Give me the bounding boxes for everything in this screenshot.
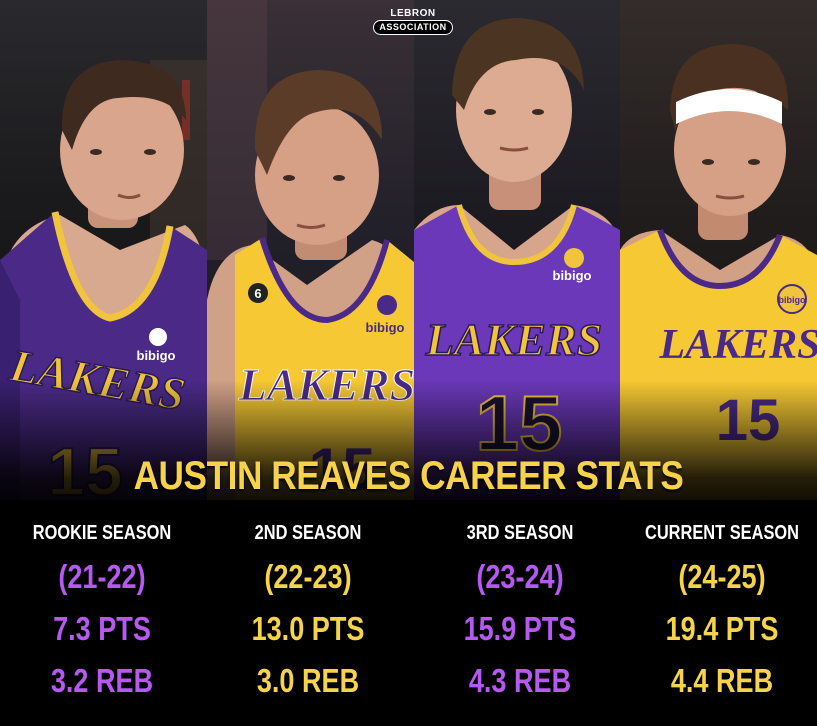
brand-line1: LEBRON	[390, 8, 436, 19]
career-stats-table: ROOKIE SEASON (21-22) 7.3 PTS 3.2 REB 2N…	[0, 515, 817, 726]
bottom-fade	[0, 380, 817, 520]
sponsor-text: bibigo	[553, 268, 592, 283]
season-label: CURRENT SEASON	[644, 522, 799, 544]
brand-line2: ASSOCIATION	[373, 20, 453, 35]
sponsor-text: bibigo	[779, 295, 806, 305]
season-label: ROOKIE SEASON	[32, 522, 172, 544]
jersey-team-text: LAKERS	[425, 314, 602, 365]
jersey-patch: 6	[254, 286, 261, 301]
season-points: 15.9 PTS	[463, 610, 577, 647]
jersey-team-text: LAKERS	[658, 322, 817, 368]
season-column-second: 2ND SEASON (22-23) 13.0 PTS 3.0 REB	[206, 515, 410, 707]
headband	[676, 89, 782, 124]
season-points: 7.3 PTS	[53, 610, 151, 647]
headline: AUSTIN REAVES CAREER STATS	[133, 454, 684, 498]
sponsor-text: bibigo	[137, 348, 176, 363]
season-label: 2ND SEASON	[254, 522, 362, 544]
season-rebounds: 4.3 REB	[468, 662, 572, 699]
season-column-rookie: ROOKIE SEASON (21-22) 7.3 PTS 3.2 REB	[0, 515, 204, 707]
season-years: (24-25)	[678, 558, 766, 595]
season-column-current: CURRENT SEASON (24-25) 19.4 PTS 4.4 REB	[620, 515, 817, 707]
season-rebounds: 3.2 REB	[50, 662, 154, 699]
season-rebounds: 3.0 REB	[256, 662, 360, 699]
season-rebounds: 4.4 REB	[670, 662, 774, 699]
season-years: (23-24)	[476, 558, 564, 595]
brand-logo: LEBRON ASSOCIATION	[368, 8, 458, 42]
season-label: 3RD SEASON	[466, 522, 574, 544]
season-column-third: 3RD SEASON (23-24) 15.9 PTS 4.3 REB	[418, 515, 622, 707]
season-years: (22-23)	[264, 558, 352, 595]
season-points: 13.0 PTS	[251, 610, 365, 647]
season-points: 19.4 PTS	[665, 610, 779, 647]
season-years: (21-22)	[58, 558, 146, 595]
sponsor-text: bibigo	[366, 320, 405, 335]
